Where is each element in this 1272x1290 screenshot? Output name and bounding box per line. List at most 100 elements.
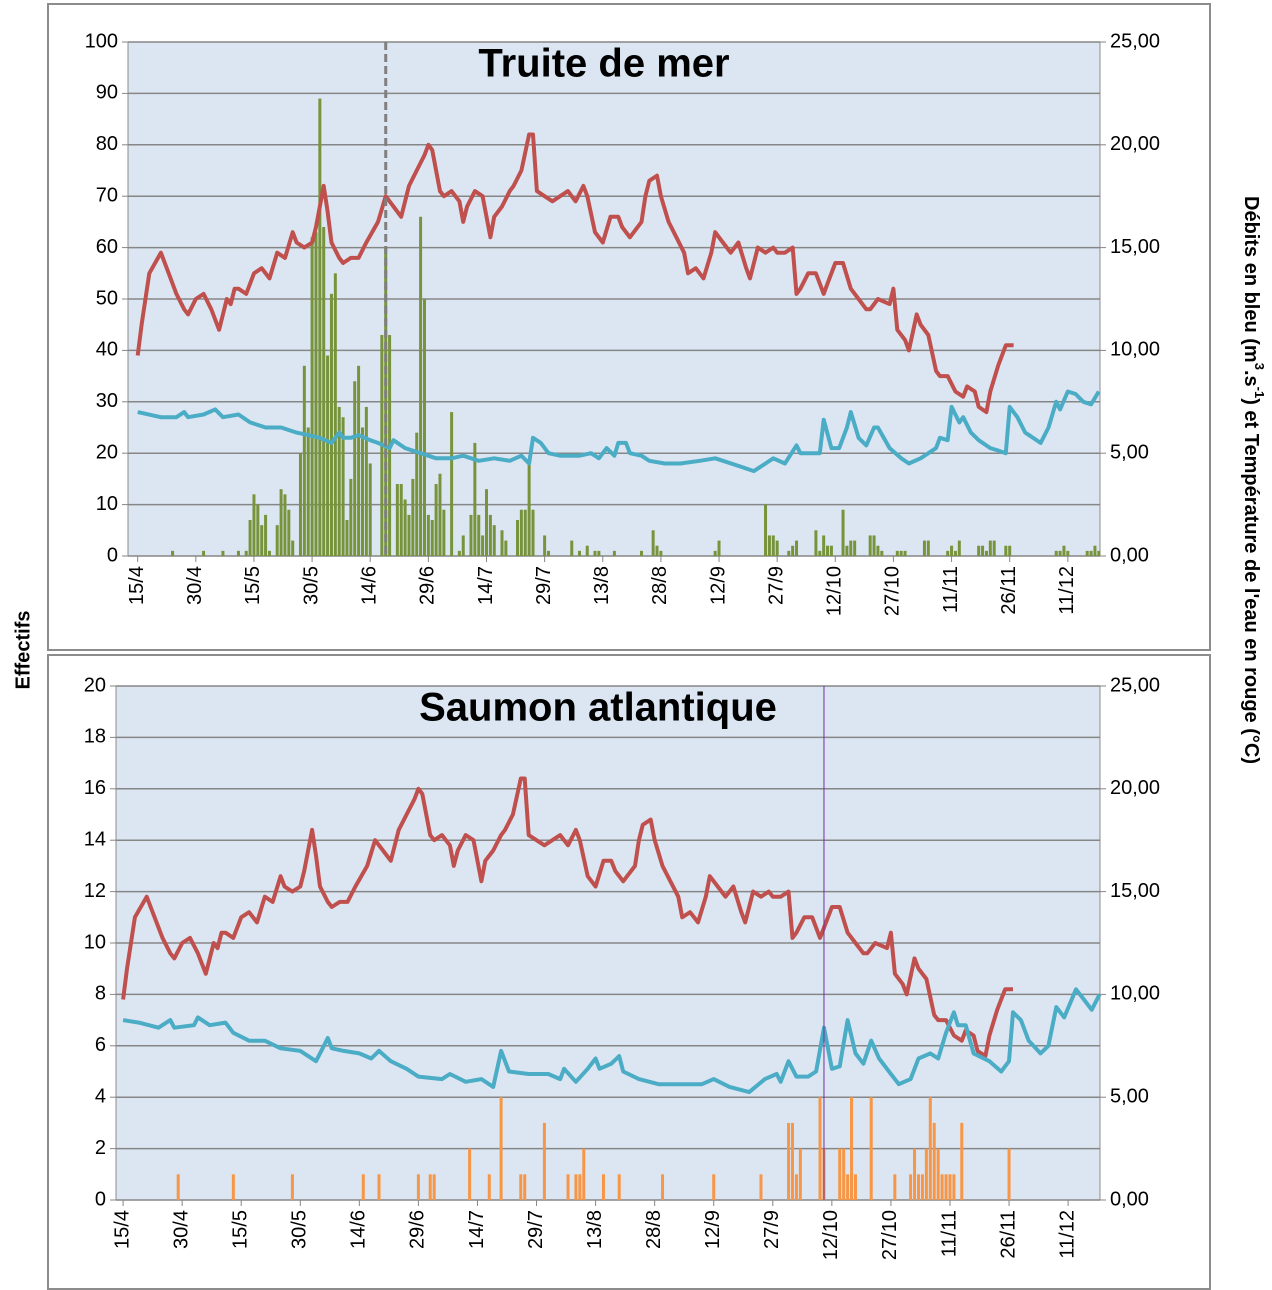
bar bbox=[267, 550, 271, 556]
bar bbox=[868, 535, 872, 556]
bar bbox=[893, 1174, 897, 1200]
y-tick-label: 0 bbox=[95, 1188, 106, 1210]
bar bbox=[651, 530, 655, 556]
bar bbox=[264, 514, 268, 556]
x-tick-label: 30/5 bbox=[300, 566, 322, 605]
bar bbox=[977, 545, 981, 556]
y-tick-label: 2 bbox=[95, 1137, 106, 1159]
bar bbox=[946, 550, 950, 556]
bar bbox=[407, 514, 411, 556]
bar bbox=[360, 427, 364, 556]
bar bbox=[903, 550, 907, 556]
y2-tick-label: 5,00 bbox=[1110, 441, 1149, 463]
bar bbox=[880, 550, 884, 556]
bar bbox=[578, 550, 582, 556]
bar bbox=[909, 1174, 913, 1200]
bar bbox=[1093, 545, 1097, 556]
bar bbox=[434, 484, 438, 556]
bar bbox=[488, 514, 492, 556]
bar bbox=[492, 525, 496, 556]
y2-tick-label: 15,00 bbox=[1110, 236, 1160, 258]
bar bbox=[570, 540, 574, 556]
bar bbox=[717, 540, 721, 556]
bar bbox=[988, 540, 992, 556]
bar bbox=[981, 545, 985, 556]
bar bbox=[899, 550, 903, 556]
bar bbox=[1058, 550, 1062, 556]
bar bbox=[869, 1097, 873, 1200]
bar bbox=[519, 509, 523, 556]
x-tick-label: 29/7 bbox=[525, 1210, 547, 1249]
bar bbox=[795, 540, 799, 556]
bar bbox=[481, 535, 485, 556]
bar bbox=[260, 525, 264, 556]
bar bbox=[499, 1097, 503, 1200]
bar bbox=[713, 550, 717, 556]
y-tick-label: 100 bbox=[85, 30, 118, 52]
x-tick-label: 27/10 bbox=[879, 1210, 901, 1260]
bar bbox=[913, 1148, 917, 1200]
bar bbox=[457, 550, 461, 556]
bar bbox=[655, 545, 659, 556]
bar bbox=[322, 227, 326, 557]
bar bbox=[574, 1174, 578, 1200]
chart-title: Saumon atlantique bbox=[419, 686, 777, 730]
bar bbox=[787, 1122, 791, 1200]
bar bbox=[950, 545, 954, 556]
bar bbox=[419, 216, 423, 556]
bar bbox=[1085, 550, 1089, 556]
bar bbox=[818, 1097, 822, 1200]
bar bbox=[484, 489, 488, 556]
x-tick-label: 15/5 bbox=[242, 566, 264, 605]
bar bbox=[430, 520, 434, 556]
bar bbox=[442, 509, 446, 556]
bar bbox=[477, 514, 481, 556]
bar bbox=[818, 550, 822, 556]
bar bbox=[438, 473, 442, 556]
y-tick-label: 80 bbox=[96, 133, 118, 155]
y-tick-label: 8 bbox=[95, 983, 106, 1005]
x-tick-label: 27/9 bbox=[761, 1210, 783, 1249]
bar bbox=[221, 550, 225, 556]
chart-title: Truite de mer bbox=[478, 42, 729, 86]
bar bbox=[171, 550, 175, 556]
y2-tick-label: 20,00 bbox=[1110, 133, 1160, 155]
y-tick-label: 90 bbox=[96, 82, 118, 104]
bar bbox=[775, 540, 779, 556]
bar bbox=[426, 514, 430, 556]
y-tick-label: 70 bbox=[96, 184, 118, 206]
bar bbox=[428, 1174, 432, 1200]
bar bbox=[202, 550, 206, 556]
bar bbox=[597, 550, 601, 556]
bar bbox=[948, 1174, 952, 1200]
bar bbox=[916, 1174, 920, 1200]
bar bbox=[432, 1174, 436, 1200]
bar bbox=[176, 1174, 180, 1200]
bar bbox=[798, 1148, 802, 1200]
x-tick-label: 15/5 bbox=[229, 1210, 251, 1249]
bar bbox=[822, 535, 826, 556]
y2-tick-label: 10,00 bbox=[1110, 983, 1160, 1005]
bar bbox=[326, 355, 330, 556]
x-tick-label: 30/4 bbox=[184, 566, 206, 605]
y2-tick-label: 20,00 bbox=[1110, 777, 1160, 799]
bar bbox=[411, 478, 415, 556]
x-tick-label: 27/10 bbox=[882, 566, 904, 616]
y-tick-label: 4 bbox=[95, 1085, 106, 1107]
y-tick-label: 16 bbox=[84, 777, 106, 799]
bar bbox=[275, 525, 279, 556]
bar bbox=[922, 540, 926, 556]
bar bbox=[349, 478, 353, 556]
superscript: 3 bbox=[1252, 363, 1267, 370]
bar bbox=[361, 1174, 365, 1200]
x-tick-label: 12/10 bbox=[824, 566, 846, 616]
bar bbox=[368, 463, 372, 556]
x-tick-label: 15/4 bbox=[126, 566, 148, 605]
bar bbox=[960, 1122, 964, 1200]
bar bbox=[593, 550, 597, 556]
bar bbox=[515, 520, 519, 556]
bar bbox=[640, 550, 644, 556]
x-tick-label: 29/7 bbox=[533, 566, 555, 605]
bar bbox=[582, 1148, 586, 1200]
